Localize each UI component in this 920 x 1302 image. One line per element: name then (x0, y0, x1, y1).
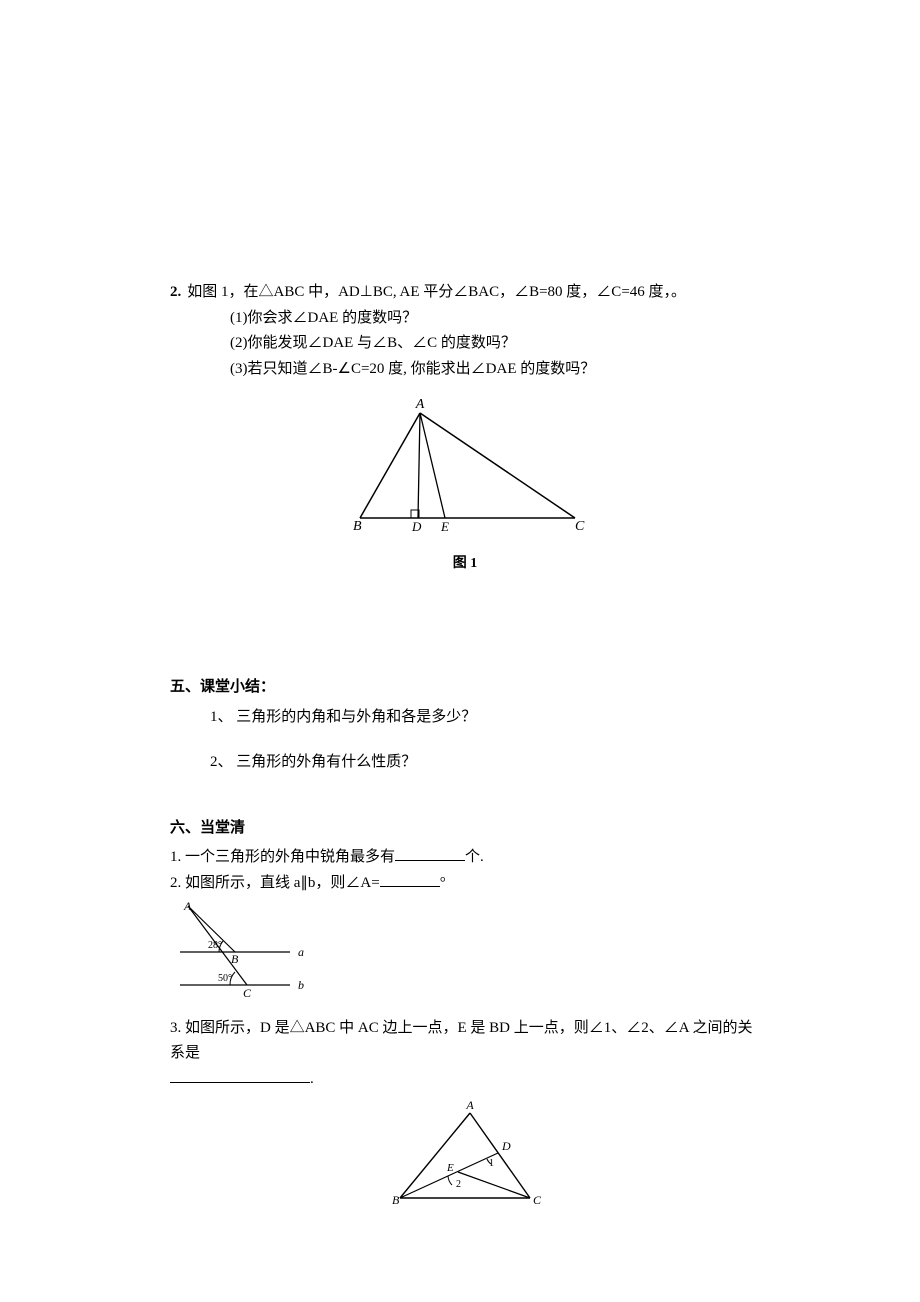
figure-1-wrap: A B C D E 图 1 (170, 398, 760, 575)
figure-4-label-1: 1 (489, 1158, 494, 1169)
figure-4-label-C: C (533, 1193, 542, 1207)
figure-1-label-D: D (411, 519, 422, 534)
figure-2-label-a: a (298, 945, 304, 959)
blank-2 (380, 872, 440, 887)
section-6-title: 六、当堂清 (170, 816, 760, 842)
section-6-q1-after: 个. (465, 849, 484, 865)
figure-4-label-E: E (446, 1162, 454, 1174)
section-5-item2: 2、 三角形的外角有什么性质？ (210, 750, 760, 776)
problem-2-number: 2. (170, 280, 181, 306)
figure-2-angle-bottom: 50° (218, 973, 232, 984)
figure-4-label-B: B (392, 1193, 400, 1207)
section-6-q2: 2. 如图所示，直线 a∥b，则∠A= ° (170, 871, 760, 897)
figure-1-svg: A B C D E (335, 398, 595, 538)
figure-4-svg: A B C D E 1 2 (380, 1098, 550, 1208)
problem-2-stem: 如图 1，在△ABC 中，AD⊥BC, AE 平分∠BAC，∠B=80 度，∠C… (187, 280, 686, 306)
blank-3 (170, 1068, 310, 1083)
problem-2: 2. 如图 1，在△ABC 中，AD⊥BC, AE 平分∠BAC，∠B=80 度… (170, 280, 760, 382)
figure-2-label-C: C (243, 986, 252, 1000)
figure-4-label-A: A (465, 1098, 474, 1112)
figure-1-label-E: E (440, 519, 449, 534)
figure-1-label-C: C (575, 519, 585, 534)
section-5-item1: 1、 三角形的内角和与外角和各是多少？ (210, 705, 760, 731)
section-6-q2-after: ° (440, 875, 446, 891)
section-6-q3-line1: 3. 如图所示，D 是△ABC 中 AC 边上一点，E 是 BD 上一点，则∠1… (170, 1016, 760, 1067)
section-6-q1: 1. 一个三角形的外角中锐角最多有 个. (170, 845, 760, 871)
blank-1 (395, 846, 465, 861)
figure-4-wrap: A B C D E 1 2 (170, 1098, 760, 1218)
figure-2-label-B: B (231, 952, 239, 966)
content-area: 2. 如图 1，在△ABC 中，AD⊥BC, AE 平分∠BAC，∠B=80 度… (0, 0, 920, 1278)
figure-1-caption: 图 1 (170, 552, 760, 576)
section-5-title: 五、课堂小结： (170, 675, 760, 701)
page: 2. 如图 1，在△ABC 中，AD⊥BC, AE 平分∠BAC，∠B=80 度… (0, 0, 920, 1302)
figure-1-label-A: A (415, 398, 425, 412)
figure-2-label-b: b (298, 978, 304, 992)
section-6-q2-before: 2. 如图所示，直线 a∥b，则∠A= (170, 875, 380, 891)
figure-2-wrap: A 28° B 50° C a b (170, 900, 760, 1010)
section-6-q1-before: 1. 一个三角形的外角中锐角最多有 (170, 849, 395, 865)
figure-1-label-B: B (353, 519, 362, 534)
figure-4-label-2: 2 (456, 1179, 461, 1190)
figure-2-angle-top: 28° (208, 940, 222, 951)
problem-2-sub1: (1)你会求∠DAE 的度数吗？ (230, 306, 760, 332)
figure-2-label-A: A (183, 900, 192, 913)
problem-2-sub2: (2)你能发现∠DAE 与∠B、∠C 的度数吗？ (230, 331, 760, 357)
section-6-q3-period: . (310, 1071, 314, 1087)
problem-2-sub3: (3)若只知道∠B-∠C=20 度, 你能求出∠DAE 的度数吗？ (230, 357, 760, 383)
problem-2-stem-line: 2. 如图 1，在△ABC 中，AD⊥BC, AE 平分∠BAC，∠B=80 度… (170, 280, 760, 306)
figure-2-svg: A 28° B 50° C a b (170, 900, 330, 1000)
section-6-q3-line2-wrap: . (170, 1067, 760, 1093)
figure-4-label-D: D (501, 1139, 511, 1153)
